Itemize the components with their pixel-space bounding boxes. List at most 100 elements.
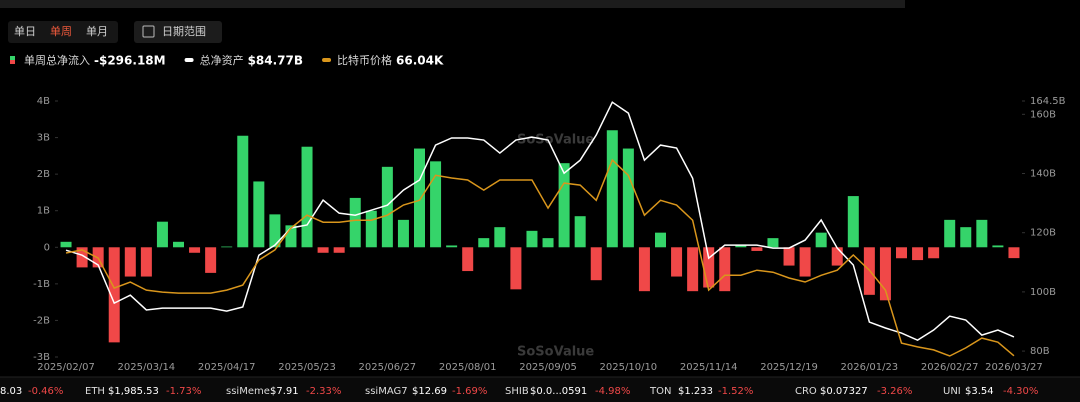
bar xyxy=(333,247,345,253)
bar xyxy=(430,161,442,248)
ticker-price: 8.03 xyxy=(0,386,22,397)
bar xyxy=(1008,247,1020,259)
bar xyxy=(285,225,297,248)
bar xyxy=(205,247,217,273)
bar xyxy=(108,247,120,343)
y2-tick-label: 100B xyxy=(1030,287,1056,298)
bar xyxy=(494,227,506,248)
y2-tick-label: 160B xyxy=(1030,109,1056,120)
tab[interactable]: 单周 xyxy=(50,25,72,38)
bar xyxy=(269,214,281,248)
ticker-change: -1.73% xyxy=(166,386,201,397)
bar xyxy=(140,247,152,277)
x-tick-label: 2026/01/23 xyxy=(841,362,899,373)
bar xyxy=(381,166,393,248)
bar xyxy=(896,247,907,259)
bar xyxy=(944,219,956,248)
bar xyxy=(124,247,136,277)
bar xyxy=(992,245,1004,248)
bar xyxy=(189,247,201,253)
legend-icon xyxy=(10,60,15,64)
legend-name: 总净资产 xyxy=(200,53,244,67)
bar xyxy=(574,216,586,248)
x-tick-label: 2025/10/10 xyxy=(600,362,658,373)
bar xyxy=(510,247,522,290)
bar xyxy=(799,247,811,277)
legend-name: 单周总净流入 xyxy=(24,53,90,67)
bar xyxy=(638,247,650,292)
bar xyxy=(349,197,361,248)
x-tick-label: 2025/11/14 xyxy=(680,362,738,373)
y2-tick-label: 120B xyxy=(1030,228,1056,239)
bar xyxy=(655,232,666,248)
x-tick-label: 2025/08/01 xyxy=(439,362,497,373)
y-tick-label: 3B xyxy=(37,133,50,144)
bar xyxy=(622,148,634,248)
bar xyxy=(960,227,972,248)
bar xyxy=(767,238,779,248)
ticker-change: -3.26% xyxy=(877,386,912,397)
line xyxy=(65,158,1015,357)
x-tick-label: 2026/03/27 xyxy=(985,362,1043,373)
bar xyxy=(879,247,891,301)
ticker-symbol: ssiMAG7 xyxy=(365,386,408,397)
bar xyxy=(317,247,329,253)
ticker-change: -1.69% xyxy=(452,386,487,397)
bar xyxy=(719,247,731,292)
x-tick-label: 2025/02/07 xyxy=(37,362,95,373)
ticker-price: $3.54 xyxy=(965,386,994,397)
bar xyxy=(221,246,233,248)
ticker-price: $0.0...0591 xyxy=(530,386,587,397)
bar xyxy=(237,135,249,248)
bar xyxy=(478,238,490,248)
line xyxy=(65,101,1015,341)
ticker-change: -4.30% xyxy=(1003,386,1038,397)
bar xyxy=(462,247,474,272)
tab[interactable]: 单日 xyxy=(14,25,36,38)
x-tick-label: 2025/05/23 xyxy=(278,362,336,373)
bar xyxy=(253,181,265,248)
tab-group xyxy=(8,21,118,43)
date-button-label[interactable]: 日期范围 xyxy=(162,24,206,38)
y-tick-label: -2B xyxy=(33,315,50,326)
ticker-change: -1.52% xyxy=(718,386,753,397)
ticker-bar xyxy=(0,377,1080,402)
bar xyxy=(60,241,72,248)
ticker-price: $1.233 xyxy=(678,386,713,397)
legend-value: -$296.18M xyxy=(94,54,166,68)
x-tick-label: 2026/02/27 xyxy=(921,362,979,373)
watermark: SoSoValue xyxy=(517,345,594,360)
legend-icon xyxy=(184,58,194,62)
bar xyxy=(542,238,554,248)
calendar-icon xyxy=(142,25,155,38)
x-tick-label: 2025/03/14 xyxy=(118,362,176,373)
ticker-symbol: CRO xyxy=(795,386,817,397)
bar xyxy=(671,247,683,277)
ticker-price: $1,985.53 xyxy=(108,386,159,397)
bar xyxy=(687,247,699,292)
tab[interactable]: 单月 xyxy=(86,25,108,38)
ticker-price: $12.69 xyxy=(412,386,447,397)
bar xyxy=(928,247,940,259)
ticker-symbol: UNI xyxy=(943,386,961,397)
y2-tick-label: 80B xyxy=(1030,346,1050,357)
bar xyxy=(558,163,570,248)
x-tick-label: 2025/06/27 xyxy=(359,362,417,373)
legend-icon xyxy=(322,58,332,62)
bar xyxy=(397,219,409,248)
x-tick-label: 2025/12/19 xyxy=(760,362,818,373)
date-button[interactable] xyxy=(134,21,222,43)
y-tick-label: 0 xyxy=(44,242,50,253)
bar xyxy=(156,221,168,248)
bar xyxy=(735,245,747,248)
ticker-price: $7.91 xyxy=(270,386,299,397)
bar xyxy=(976,219,988,248)
bar xyxy=(783,247,795,266)
bar xyxy=(173,241,184,248)
bar xyxy=(847,196,859,248)
bar xyxy=(912,247,924,261)
bar xyxy=(831,247,843,266)
bar xyxy=(365,210,377,248)
ticker-symbol: ETH xyxy=(85,386,105,397)
bar xyxy=(590,247,602,281)
